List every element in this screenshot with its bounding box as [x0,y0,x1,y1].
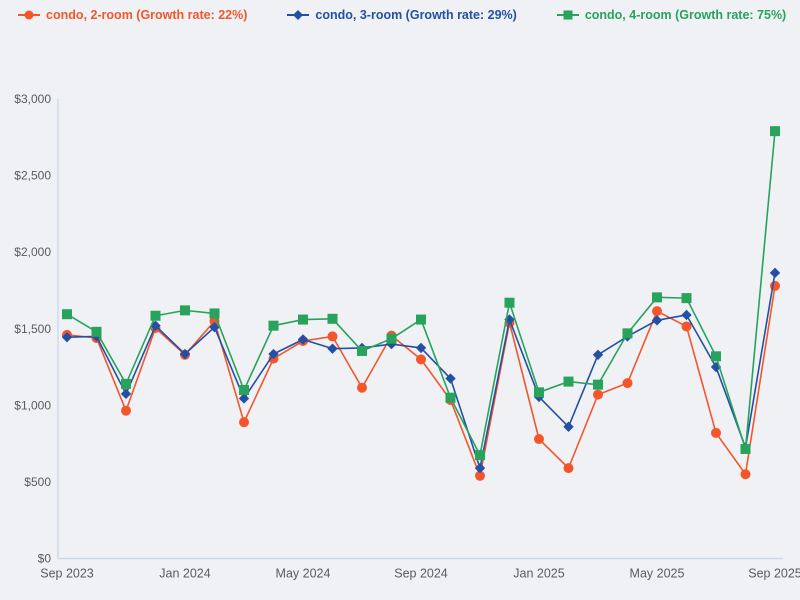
data-point-condo-4-room[interactable] [209,308,220,319]
data-point-condo-4-room[interactable] [681,293,692,304]
x-axis-tick-label: Sep 2023 [40,567,94,581]
x-axis-tick-label: May 2024 [276,567,331,581]
x-axis-tick-label: Jan 2024 [159,567,210,581]
data-point-condo-3-room[interactable] [238,393,250,404]
data-point-condo-4-room[interactable] [622,328,633,339]
y-axis-tick-label: $2,500 [14,169,51,183]
data-point-condo-3-room[interactable] [120,388,132,400]
y-axis-tick-label: $2,000 [14,245,51,259]
data-point-condo-2-room[interactable] [740,469,751,480]
data-point-condo-4-room[interactable] [445,392,456,403]
x-axis-tick-label: Sep 2025 [748,567,800,581]
y-axis-tick-label: $500 [24,475,51,489]
y-axis-tick-label: $3,000 [14,92,51,106]
circle-marker-icon [18,10,40,20]
square-marker-icon [556,10,579,20]
data-point-condo-4-room[interactable] [652,292,662,303]
data-point-condo-4-room[interactable] [416,314,426,325]
data-point-condo-2-room[interactable] [416,354,426,365]
data-point-condo-4-room[interactable] [357,345,367,356]
data-point-condo-2-room[interactable] [711,427,721,438]
data-point-condo-4-room[interactable] [711,351,721,362]
data-point-condo-4-room[interactable] [327,313,338,324]
y-axis-tick-label: $0 [38,552,52,566]
data-point-condo-4-room[interactable] [593,379,603,390]
data-point-condo-3-room[interactable] [179,348,191,360]
data-point-condo-4-room[interactable] [62,309,72,320]
data-point-condo-2-room[interactable] [239,417,249,428]
data-point-condo-4-room[interactable] [475,450,485,461]
data-point-condo-3-room[interactable] [651,315,663,326]
x-axis-tick-label: Sep 2024 [394,567,448,581]
data-point-condo-3-room[interactable] [445,373,456,384]
data-point-condo-3-room[interactable] [769,267,781,279]
data-point-condo-4-room[interactable] [239,385,249,396]
data-point-condo-2-room[interactable] [652,306,662,317]
data-point-condo-2-room[interactable] [121,405,131,416]
series-line-condo-4-room [66,131,776,456]
legend-item-condo-2-room[interactable]: condo, 2-room (Growth rate: 22%) [18,8,247,22]
data-point-condo-4-room[interactable] [504,297,515,308]
data-point-condo-2-room[interactable] [622,378,633,389]
data-point-condo-4-room[interactable] [563,376,574,387]
data-point-condo-4-room[interactable] [150,310,161,321]
x-axis-tick-label: Jan 2025 [513,567,564,581]
y-axis-tick-label: $1,000 [14,398,51,412]
diamond-marker-icon [287,10,310,20]
data-point-condo-4-room[interactable] [180,305,190,316]
data-point-condo-2-room[interactable] [475,470,485,481]
legend-item-condo-3-room[interactable]: condo, 3-room (Growth rate: 29%) [287,8,517,22]
data-point-condo-3-room[interactable] [150,320,161,331]
data-point-condo-4-room[interactable] [770,126,780,137]
data-point-condo-4-room[interactable] [268,320,279,331]
data-point-condo-4-room[interactable] [91,326,102,337]
legend-item-condo-4-room[interactable]: condo, 4-room (Growth rate: 75%) [556,8,787,22]
data-point-condo-3-room[interactable] [327,343,338,354]
data-point-condo-2-room[interactable] [593,389,603,400]
data-point-condo-3-room[interactable] [297,334,309,345]
data-point-condo-2-room[interactable] [534,434,544,445]
data-point-condo-3-room[interactable] [209,322,220,333]
data-point-condo-3-room[interactable] [61,331,73,343]
x-axis-tick-label: May 2025 [630,567,685,581]
data-point-condo-4-room[interactable] [534,387,544,398]
legend-label: condo, 3-room (Growth rate: 29%) [315,8,517,22]
data-point-condo-2-room[interactable] [563,463,574,474]
data-point-condo-3-room[interactable] [474,462,486,474]
y-axis-tick-label: $1,500 [14,322,51,336]
legend-label: condo, 2-room (Growth rate: 22%) [46,8,248,22]
chart-legend: condo, 2-room (Growth rate: 22%) condo, … [18,8,786,22]
data-point-condo-3-room[interactable] [563,421,574,432]
data-point-condo-2-room[interactable] [327,331,338,342]
data-point-condo-3-room[interactable] [268,348,279,360]
data-point-condo-2-room[interactable] [357,382,367,393]
series-line-condo-3-room [66,272,776,469]
legend-label: condo, 4-room (Growth rate: 75%) [584,8,787,22]
data-point-condo-2-room[interactable] [681,321,692,332]
data-point-condo-4-room[interactable] [740,443,751,454]
data-point-condo-3-room[interactable] [415,342,427,354]
data-point-condo-4-room[interactable] [121,378,131,389]
data-point-condo-4-room[interactable] [298,314,308,325]
data-point-condo-4-room[interactable] [386,333,397,344]
series-line-condo-2-room [66,285,776,477]
data-point-condo-3-room[interactable] [681,309,692,321]
data-point-condo-3-room[interactable] [592,349,604,360]
